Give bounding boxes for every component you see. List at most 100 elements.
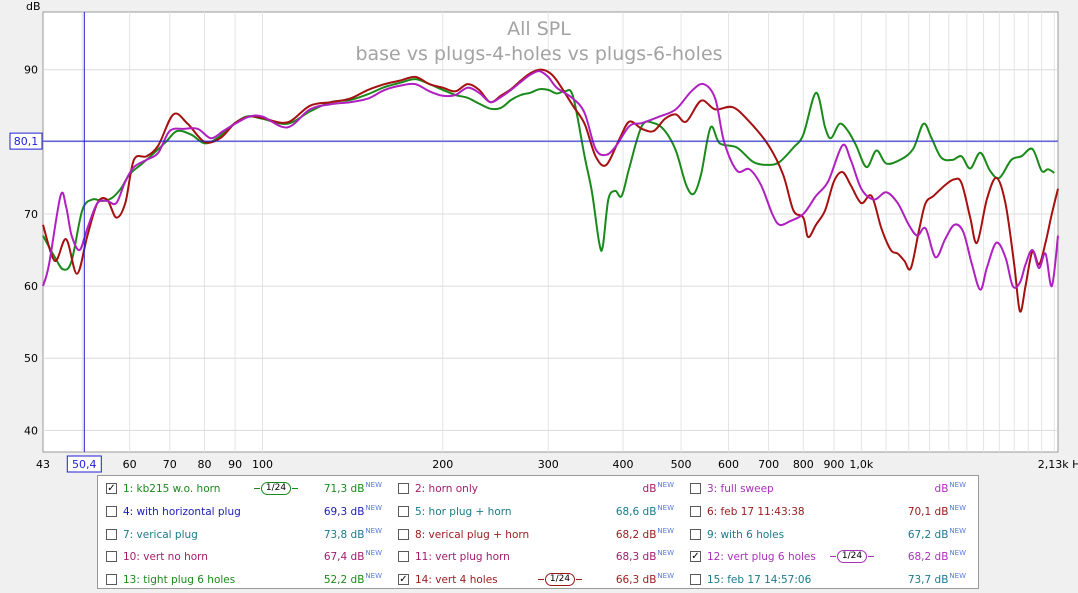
legend-item[interactable]: 6: feb 17 11:43:38 70,1 dBNEW — [682, 501, 972, 523]
legend-label: 12: vert plug 6 holes — [707, 551, 816, 564]
legend-checkbox[interactable] — [690, 574, 701, 586]
legend-value: 67,2 dBNEW — [908, 524, 966, 546]
legend-value-new-tag: NEW — [949, 503, 966, 512]
chart-subtitle: base vs plugs-4-holes vs plugs-6-holes — [355, 43, 722, 65]
legend-checkbox[interactable] — [690, 528, 701, 540]
legend-item[interactable]: ✓ 1: kb215 w.o. horn 1/24 71,3 dBNEW — [98, 478, 388, 500]
series-lines — [42, 68, 1059, 313]
legend-label: 9: with 6 holes — [707, 528, 785, 541]
legend-value: 68,3 dBNEW — [616, 546, 674, 568]
x-tick-label: 70 — [163, 458, 177, 471]
legend-item[interactable]: 4: with horizontal plug 69,3 dBNEW — [98, 501, 388, 523]
legend-item[interactable]: 7: verical plug 73,8 dBNEW — [98, 524, 388, 546]
plot-area[interactable] — [42, 11, 1059, 453]
legend-item[interactable]: 11: vert plug horn 68,3 dBNEW — [390, 546, 680, 568]
legend-value-text: 70,1 dB — [907, 505, 949, 518]
legend-item[interactable]: 5: hor plug + horn 68,6 dBNEW — [390, 501, 680, 523]
legend-item[interactable]: 15: feb 17 14:57:06 73,7 dBNEW — [682, 569, 972, 591]
legend-checkbox[interactable]: ✓ — [106, 483, 117, 494]
legend-label: 2: horn only — [415, 483, 478, 495]
legend-checkbox[interactable] — [106, 574, 117, 586]
legend-checkbox[interactable] — [398, 528, 409, 540]
legend-value-text: dB — [642, 483, 657, 495]
y-tick-label: 90 — [24, 64, 38, 77]
series-line-2 — [42, 68, 1059, 313]
legend-checkbox[interactable] — [106, 505, 117, 517]
x-tick-label: 800 — [793, 458, 814, 471]
legend-value-new-tag: NEW — [365, 572, 382, 581]
legend-value-text: 52,2 dB — [323, 574, 365, 587]
legend-checkbox[interactable]: ✓ — [398, 574, 409, 586]
legend-item[interactable]: 10: vert no horn 67,4 dBNEW — [98, 546, 388, 568]
legend-value-new-tag: NEW — [657, 526, 674, 535]
legend-label: 11: vert plug horn — [415, 551, 510, 564]
legend-value-new-tag: NEW — [657, 481, 674, 489]
legend-value-new-tag: NEW — [657, 549, 674, 558]
x-tick-label: 60 — [123, 458, 137, 471]
legend-label: 1: kb215 w.o. horn — [123, 483, 221, 495]
x-tick-label: 100 — [252, 458, 273, 471]
legend-checkbox[interactable] — [398, 551, 409, 563]
legend-checkbox[interactable] — [690, 505, 701, 517]
legend-value-text: 71,3 dB — [323, 483, 365, 495]
y-tick-label: 50 — [24, 352, 38, 365]
legend-value: 70,1 dBNEW — [908, 501, 966, 523]
legend-label: 10: vert no horn — [123, 551, 208, 564]
x-tick-label: 90 — [228, 458, 242, 471]
legend-value: 73,7 dBNEW — [908, 569, 966, 591]
series-line-3 — [42, 70, 1059, 291]
legend-value-new-tag: NEW — [657, 503, 674, 512]
y-tick-label: 60 — [24, 280, 38, 293]
legend-item[interactable]: 3: full sweep dBNEW — [682, 478, 972, 500]
legend-value-new-tag: NEW — [949, 549, 966, 558]
smoothing-badge[interactable]: 1/24 — [830, 550, 874, 564]
legend-label: 15: feb 17 14:57:06 — [707, 574, 812, 587]
smoothing-badge[interactable]: 1/24 — [538, 573, 582, 587]
legend-value-new-tag: NEW — [365, 481, 382, 489]
x-tick-label: 43 — [36, 458, 50, 471]
x-tick-label: 500 — [671, 458, 692, 471]
legend-label: 5: hor plug + horn — [415, 505, 512, 518]
legend-value-text: 67,2 dB — [907, 528, 949, 541]
legend-value-new-tag: NEW — [949, 526, 966, 535]
legend-checkbox[interactable] — [398, 483, 409, 494]
x-tick-label: 400 — [613, 458, 634, 471]
x-tick-label: 900 — [823, 458, 844, 471]
legend-label: 6: feb 17 11:43:38 — [707, 505, 805, 518]
legend-item[interactable]: ✓ 12: vert plug 6 holes 1/24 68,2 dBNEW — [682, 546, 972, 568]
x-tick-label: 700 — [758, 458, 779, 471]
legend-checkbox[interactable] — [398, 505, 409, 517]
legend-value-new-tag: NEW — [657, 572, 674, 581]
smoothing-badge[interactable]: 1/24 — [254, 482, 298, 495]
cursor-crosshair[interactable]: 80,1 50,4 — [9, 12, 1058, 473]
legend-value: 68,2 dBNEW — [616, 524, 674, 546]
legend-item[interactable]: 9: with 6 holes 67,2 dBNEW — [682, 524, 972, 546]
legend-item[interactable]: 2: horn only dBNEW — [390, 478, 680, 500]
legend-item[interactable]: 8: verical plug + horn 68,2 dBNEW — [390, 524, 680, 546]
spl-chart[interactable]: 80,1 50,4 43 60 70 80 90 100 200 300 400 500 600 700… — [0, 0, 1078, 475]
legend-value-new-tag: NEW — [365, 526, 382, 535]
legend-value: 73,8 dBNEW — [324, 524, 382, 546]
x-tick-label: 1,0k — [849, 458, 873, 471]
measurement-legend: ✓ 1: kb215 w.o. horn 1/24 71,3 dBNEW 2: horn… — [97, 475, 979, 589]
cursor-x-readout: 50,4 — [72, 458, 97, 471]
x-tick-label: 80 — [197, 458, 211, 471]
legend-checkbox[interactable] — [690, 483, 701, 494]
legend-value-text: 68,2 dB — [907, 551, 949, 564]
legend-checkbox[interactable] — [106, 528, 117, 540]
legend-checkbox[interactable] — [106, 551, 117, 563]
x-tick-label: 200 — [432, 458, 453, 471]
legend-value: 69,3 dBNEW — [324, 501, 382, 523]
legend-value-text: dB — [934, 483, 949, 495]
legend-item[interactable]: ✓ 14: vert 4 holes 1/24 66,3 dBNEW — [390, 569, 680, 591]
legend-value-new-tag: NEW — [365, 503, 382, 512]
legend-value-text: 73,8 dB — [323, 528, 365, 541]
legend-checkbox[interactable]: ✓ — [690, 551, 701, 563]
cursor-y-readout-box — [9, 132, 43, 150]
legend-item[interactable]: 13: tight plug 6 holes 52,2 dBNEW — [98, 569, 388, 591]
axis-labels: 43 60 70 80 90 100 200 300 400 500 600 700 800 900 1,0… — [24, 64, 1078, 471]
legend-value-new-tag: NEW — [949, 481, 966, 489]
legend-value-text: 73,7 dB — [907, 574, 949, 587]
legend-label: 4: with horizontal plug — [123, 505, 241, 518]
legend-value: 68,6 dBNEW — [616, 501, 674, 523]
